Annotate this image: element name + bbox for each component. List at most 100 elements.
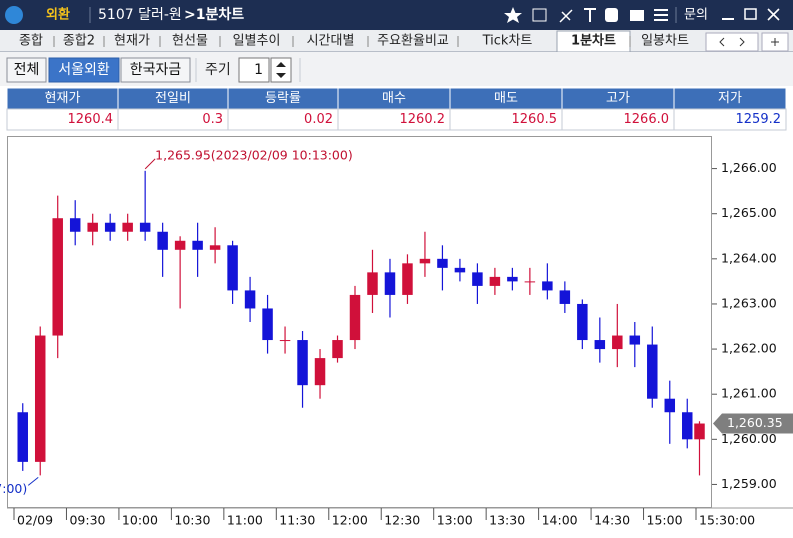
candle-body [647, 344, 658, 399]
tab[interactable]: Tick차트 [482, 34, 533, 49]
tab[interactable]: 현선물 [172, 34, 208, 49]
menu-icon[interactable] [654, 9, 668, 21]
candle-body [139, 222, 151, 232]
candle-body [262, 308, 273, 341]
last-price-tag [713, 413, 793, 434]
tab[interactable]: 주요환율비교 [377, 34, 449, 49]
logo: 외환 [46, 7, 70, 23]
x-tick-label: 11:00 [227, 513, 263, 528]
chart: 1,259.00 1,260.00 1,261.00 1,262.00 1,263.00… [0, 147, 793, 528]
period-value[interactable]: 1 [254, 62, 263, 78]
y-tick-label: 1,266.00 [721, 160, 777, 175]
candle-body [384, 272, 396, 295]
plus-icon [771, 38, 779, 46]
candle-body [629, 335, 641, 345]
tab[interactable]: 종합 [19, 34, 43, 49]
candle-body [34, 335, 46, 462]
tab[interactable]: 종합2 [63, 34, 95, 49]
candle-body [349, 294, 361, 341]
market-button[interactable] [120, 57, 191, 83]
x-tick-label: 09:30 [69, 513, 105, 528]
candle-body [174, 240, 186, 250]
annotation-arrow [144, 158, 156, 170]
period-spinner[interactable] [270, 57, 292, 83]
maximize-button[interactable] [744, 8, 757, 20]
candle-body [192, 240, 203, 250]
cell [673, 108, 787, 131]
market-label: 전체 [14, 62, 40, 78]
tool-icon[interactable] [559, 9, 573, 23]
market-button[interactable] [48, 57, 120, 83]
font-icon[interactable] [584, 8, 596, 22]
candle-body [332, 340, 343, 359]
market-button[interactable] [6, 57, 47, 83]
x-tick-label: 10:30 [174, 513, 210, 528]
y-tick-label: 1,264.00 [721, 250, 777, 265]
y-tick-label: 1,259.00 [721, 476, 777, 491]
candle-body [314, 358, 326, 386]
candle-body [104, 222, 116, 232]
candle-body [244, 290, 256, 309]
candle-body [87, 222, 98, 232]
candle-body [52, 218, 63, 336]
tab[interactable]: 일봉차트 [641, 34, 689, 49]
tab[interactable]: 일별추이 [233, 34, 281, 49]
x-tick-label: 13:30 [489, 513, 525, 528]
candle-body [594, 340, 606, 350]
market-buttons: 전체 서울외환 한국자금 [6, 57, 191, 83]
print-icon[interactable] [630, 10, 644, 21]
cell-value: 1266.0 [624, 112, 670, 127]
tab[interactable]: 1분차트 [571, 33, 616, 49]
candle-body [542, 281, 553, 291]
cell-value: 1260.4 [68, 112, 114, 127]
close-button[interactable] [767, 8, 780, 21]
candle-body [559, 290, 571, 304]
candle-body [489, 276, 501, 286]
code-name: 5107 달러-원 [98, 7, 182, 23]
candle-body [419, 258, 431, 264]
market-label: 서울외환 [58, 62, 110, 78]
candle-body [577, 303, 588, 341]
cell-value: 1259.2 [736, 112, 782, 127]
link-icon[interactable] [532, 8, 547, 22]
candle-body [524, 281, 536, 283]
annotation-arrow [27, 477, 39, 486]
market-label: 한국자금 [130, 62, 182, 78]
tab-nav[interactable] [705, 32, 759, 52]
tab-nav-arrows [719, 37, 745, 47]
tab[interactable]: 현재가 [114, 34, 150, 49]
column-header: 전일비 [155, 91, 191, 106]
x-tick-label: 11:30 [279, 513, 315, 528]
logo-box [36, 6, 80, 24]
candle-body [454, 267, 466, 273]
x-tick-label: 12:00 [332, 513, 368, 528]
help-icon[interactable] [605, 8, 618, 22]
candle-body [367, 272, 378, 295]
column-header: 저가 [718, 91, 742, 106]
screen-name: >1분차트 [184, 7, 244, 23]
y-tick-label: 1,260.00 [721, 431, 777, 446]
period-label: 주기 [205, 62, 231, 78]
app-icon [5, 6, 23, 24]
x-tick-label: 10:00 [122, 513, 158, 528]
low-annotation: 1,259.20(2023/02/09 15:27:00) [0, 481, 27, 496]
candle-body [122, 222, 133, 232]
y-tick-label: 1,262.00 [721, 341, 777, 356]
candle-body [612, 335, 623, 350]
tab[interactable]: 시간대별 [307, 34, 355, 49]
x-tick-label: 13:00 [437, 513, 473, 528]
favorite-icon[interactable] [504, 7, 522, 23]
last-price-label: 1,260.35 [727, 415, 783, 430]
period-input[interactable] [238, 57, 270, 83]
y-tick-label: 1,261.00 [721, 386, 777, 401]
x-tick-label: 15:00 [647, 513, 683, 528]
candle-body [507, 276, 518, 282]
tabs: 종합 종합2 현재가 현선물 일별추이 시간대별 주요환율비교 Tick차트 1분차트 일봉차트 [19, 30, 689, 53]
candle-body [694, 423, 705, 440]
candle-body [209, 245, 221, 250]
column-header: 매도 [494, 91, 518, 106]
column-header: 현재가 [45, 91, 81, 106]
inquiry[interactable]: 문의 [684, 8, 708, 23]
